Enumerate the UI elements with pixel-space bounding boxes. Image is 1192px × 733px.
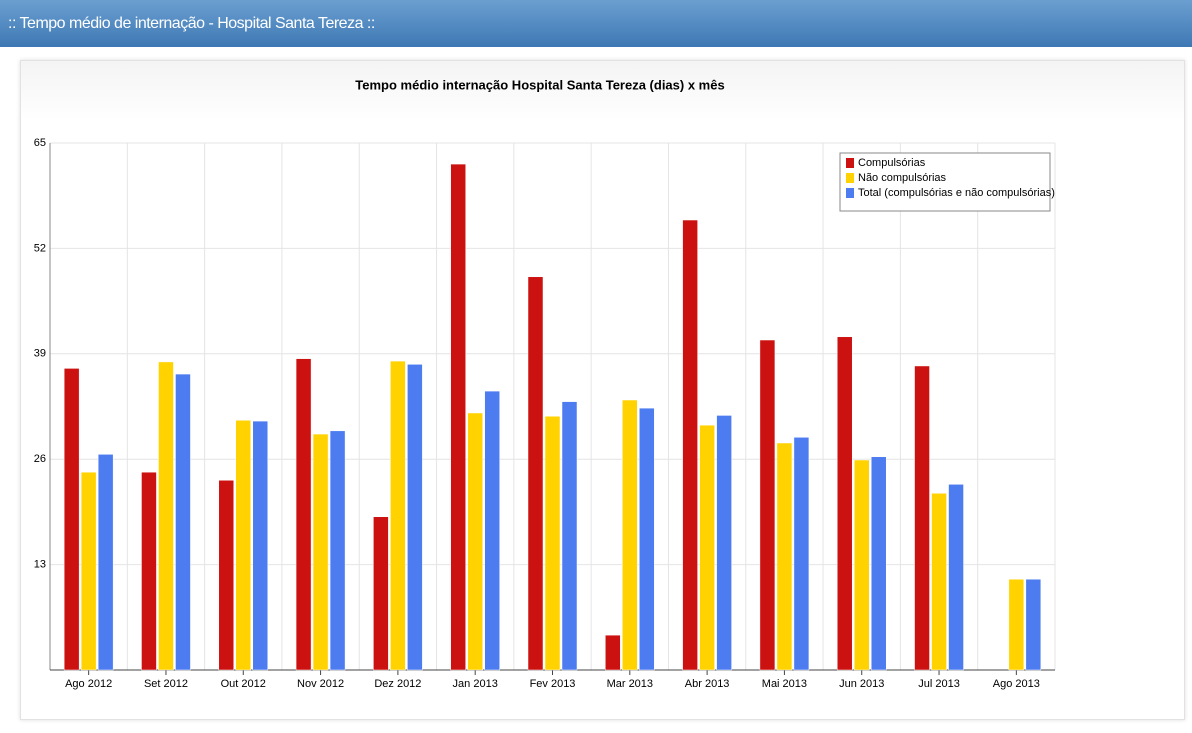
y-tick-label: 39: [34, 348, 46, 360]
bar: [63, 368, 80, 671]
x-tick-label: Mar 2013: [607, 678, 653, 690]
bar: [699, 424, 715, 671]
bar: [218, 480, 235, 671]
x-tick-label: Nov 2012: [297, 678, 344, 690]
x-tick-label: Jan 2013: [453, 678, 498, 690]
bar: [716, 415, 732, 671]
bar: [80, 471, 97, 671]
x-tick-label: Ago 2013: [993, 678, 1040, 690]
panel-header: :: Tempo médio de internação - Hospital …: [0, 0, 1192, 47]
x-tick-label: Fev 2013: [530, 678, 576, 690]
bar: [948, 484, 964, 671]
legend-swatch: [846, 158, 854, 168]
bar: [776, 442, 793, 671]
bar: [853, 459, 870, 671]
bar: [467, 412, 483, 671]
bar: [605, 634, 621, 671]
bar: [373, 516, 389, 671]
y-tick-label: 13: [34, 559, 46, 571]
x-tick-label: Jul 2013: [918, 678, 960, 690]
bar: [639, 407, 655, 671]
legend-label: Total (compulsórias e não compulsórias): [858, 187, 1055, 199]
y-tick-label: 65: [34, 137, 46, 149]
x-tick-label: Mai 2013: [762, 678, 807, 690]
bar: [622, 399, 638, 671]
bar: [682, 219, 698, 671]
bar: [931, 493, 947, 671]
y-tick-label: 52: [34, 242, 46, 254]
legend-swatch: [846, 173, 854, 183]
x-tick-label: Jun 2013: [839, 678, 884, 690]
legend-box: [839, 152, 1051, 212]
bar: [235, 420, 252, 671]
x-tick-label: Out 2012: [221, 678, 266, 690]
bar: [158, 361, 174, 671]
legend-swatch: [846, 188, 854, 198]
bar: [1025, 578, 1042, 671]
x-tick-label: Set 2012: [144, 678, 188, 690]
legend-label: Compulsórias: [858, 157, 926, 169]
y-tick-label: 26: [34, 453, 46, 465]
x-tick-label: Ago 2012: [65, 678, 112, 690]
bar: [312, 433, 329, 671]
legend-label: Não compulsórias: [858, 172, 947, 184]
bar: [759, 339, 776, 671]
chart-title: Tempo médio internação Hospital Santa Te…: [355, 77, 724, 92]
bar: [141, 471, 157, 671]
bar: [870, 456, 887, 671]
bar: [561, 401, 578, 671]
bar: [793, 437, 810, 671]
bar: [97, 454, 114, 671]
bar: [527, 276, 544, 671]
bar: [450, 163, 466, 671]
bar: [295, 358, 312, 671]
bar: [484, 390, 500, 671]
bar: [175, 373, 191, 671]
bar: [390, 360, 406, 671]
bar: [836, 336, 853, 671]
x-tick-label: Abr 2013: [685, 678, 730, 690]
bar: [329, 430, 346, 671]
bar: [407, 364, 423, 671]
bar: [914, 365, 930, 671]
bar: [252, 420, 269, 671]
x-tick-label: Dez 2012: [374, 678, 421, 690]
bar: [1008, 578, 1025, 671]
bar: [544, 415, 561, 671]
